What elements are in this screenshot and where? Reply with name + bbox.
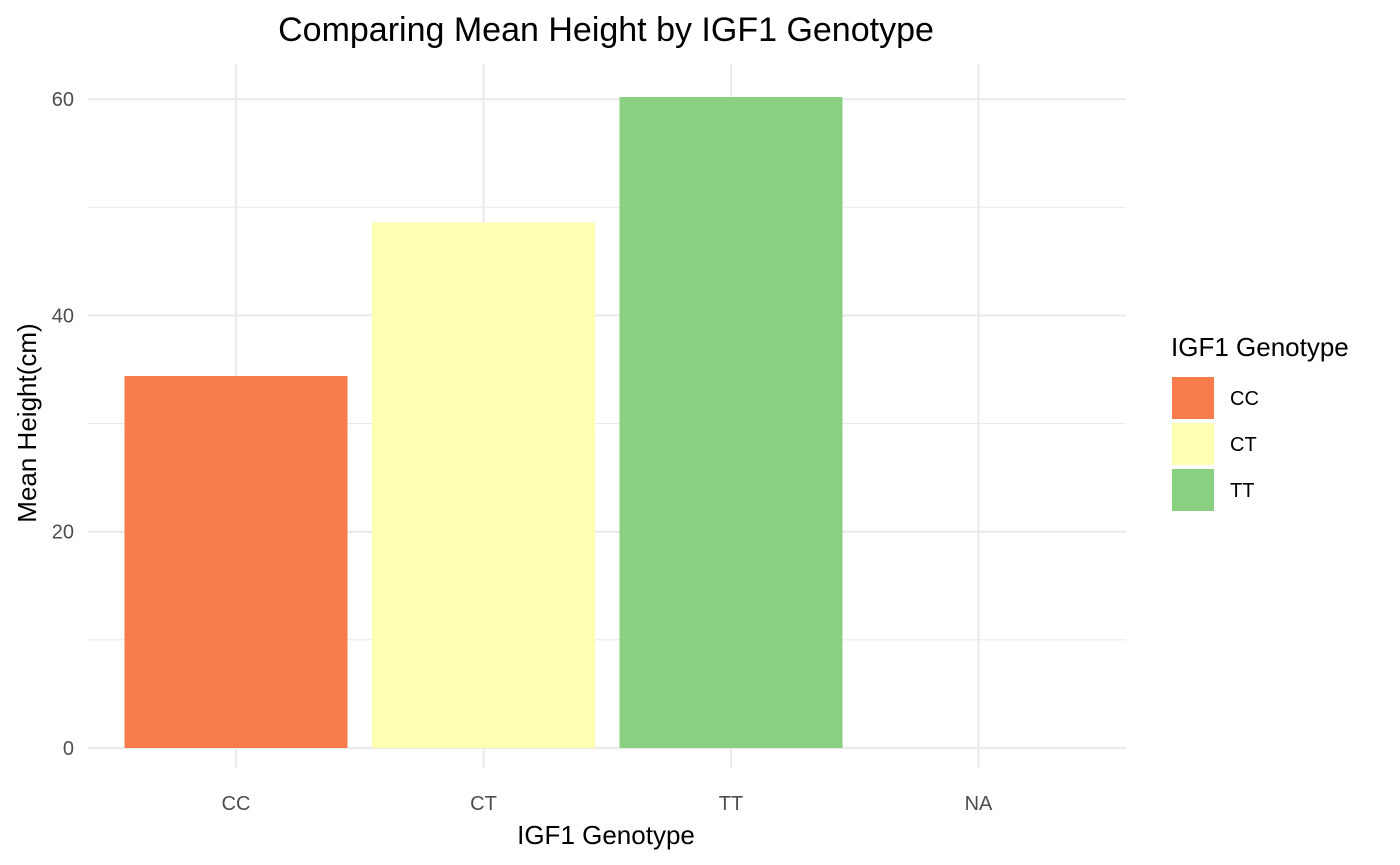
legend-entries: CC CT TT bbox=[1172, 377, 1259, 511]
x-axis-ticks: CC CT TT NA bbox=[222, 793, 993, 815]
x-tick-label: TT bbox=[719, 793, 743, 815]
legend-title: IGF1 Genotype bbox=[1171, 332, 1349, 362]
bar-cc bbox=[124, 376, 348, 748]
bars bbox=[124, 97, 843, 748]
legend-label-ct: CT bbox=[1230, 434, 1257, 456]
y-tick-label: 0 bbox=[63, 738, 74, 760]
bar-tt bbox=[619, 97, 843, 748]
x-axis-title: IGF1 Genotype bbox=[517, 820, 695, 850]
legend: IGF1 Genotype CC CT TT bbox=[1171, 332, 1349, 511]
x-tick-label: NA bbox=[965, 793, 993, 815]
legend-label-tt: TT bbox=[1230, 480, 1254, 502]
y-axis-ticks: 0 20 40 60 bbox=[52, 89, 74, 760]
legend-label-cc: CC bbox=[1230, 388, 1259, 410]
legend-key-tt bbox=[1172, 469, 1214, 511]
y-tick-label: 20 bbox=[52, 522, 74, 544]
x-tick-label: CT bbox=[470, 793, 497, 815]
y-tick-label: 40 bbox=[52, 305, 74, 327]
y-axis-title: Mean Height(cm) bbox=[12, 323, 42, 522]
x-tick-label: CC bbox=[222, 793, 251, 815]
y-tick-label: 60 bbox=[52, 89, 74, 111]
bar-ct bbox=[372, 222, 595, 748]
legend-key-cc bbox=[1172, 377, 1214, 419]
legend-key-ct bbox=[1172, 423, 1214, 465]
chart-title: Comparing Mean Height by IGF1 Genotype bbox=[278, 11, 934, 49]
